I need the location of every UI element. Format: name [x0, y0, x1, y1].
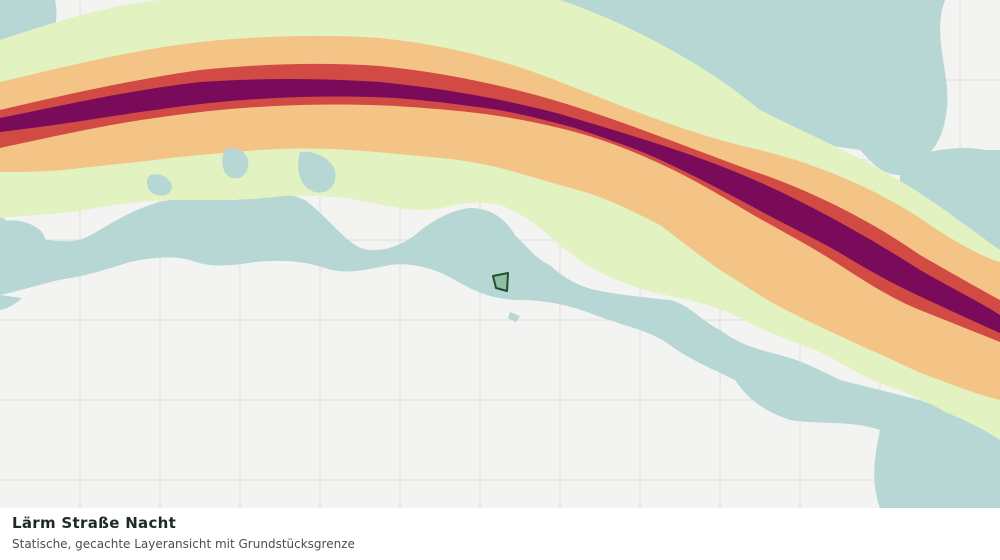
- map-title: Lärm Straße Nacht: [12, 514, 177, 532]
- noise-band-mid: [0, 35, 1000, 400]
- map-caption: Lärm Straße Nacht Statische, gecachte La…: [0, 508, 1000, 560]
- parcel-boundary[interactable]: [492, 272, 509, 292]
- water-overlay: [0, 148, 336, 266]
- map-subtitle: Statische, gecachte Layeransicht mit Gru…: [12, 537, 355, 551]
- noise-map[interactable]: [0, 0, 1000, 508]
- noise-band-very-high: [0, 79, 1000, 333]
